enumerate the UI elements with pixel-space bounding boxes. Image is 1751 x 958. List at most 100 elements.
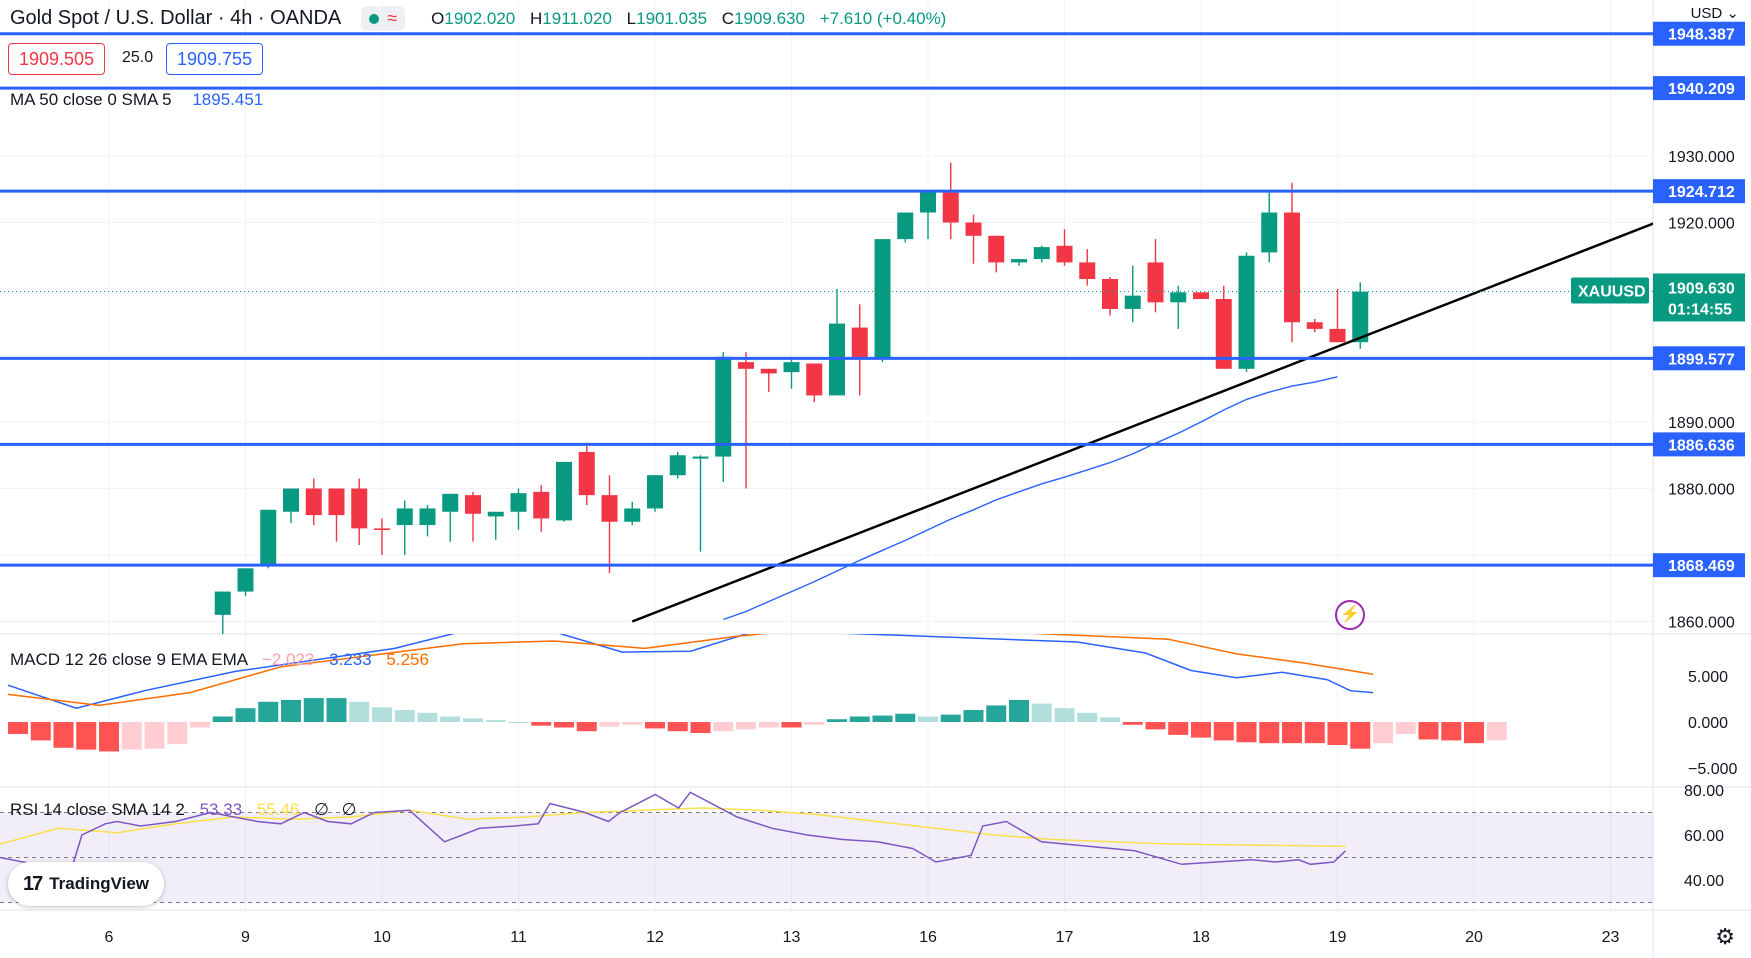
candle <box>738 352 754 489</box>
macd-histogram-bar <box>986 705 1007 722</box>
macd-histogram-bar <box>576 722 597 732</box>
candle <box>806 363 823 403</box>
rsi-legend[interactable]: RSI 14 close SMA 14 2 53.33 55.46 ∅ ∅ <box>10 800 356 820</box>
time-axis-tick-label: 23 <box>1602 929 1620 946</box>
macd-histogram-bar <box>1122 722 1143 725</box>
gear-icon[interactable]: ⚙ <box>1715 924 1735 949</box>
candle <box>692 455 709 552</box>
time-axis-tick-label: 11 <box>510 929 527 946</box>
candle <box>783 358 800 389</box>
time-axis-tick-label: 9 <box>241 929 250 946</box>
rsi-sma-line <box>0 807 1346 848</box>
macd-histogram-bar <box>1236 722 1257 743</box>
macd-histogram-bar <box>30 722 51 741</box>
macd-histogram-bar <box>121 722 142 750</box>
time-axis-tick-label: 13 <box>783 929 801 946</box>
symbol-title[interactable]: Gold Spot / U.S. Dollar · 4h · OANDA <box>10 7 342 29</box>
candle <box>920 191 936 240</box>
flash-alert-icon[interactable]: ⚡ <box>1335 600 1365 630</box>
macd-histogram-bar <box>372 707 392 722</box>
candle <box>1147 239 1164 313</box>
ma-legend-value: 1895.451 <box>192 90 264 109</box>
candle-body <box>1329 328 1346 343</box>
buy-price-button[interactable]: 1909.755 <box>166 43 264 75</box>
candle-body <box>374 528 390 530</box>
candle <box>510 488 527 530</box>
macd-legend[interactable]: MACD 12 26 close 9 EMA EMA −2.023 3.233 … <box>10 650 429 670</box>
logo-text: TradingView <box>49 874 150 893</box>
macd-histogram-bar <box>1213 722 1234 741</box>
macd-histogram-bar <box>963 710 984 722</box>
status-indicators[interactable]: ≈ <box>361 6 406 31</box>
ohlc-low: 1901.035 <box>636 8 708 28</box>
candle-body <box>669 455 686 476</box>
macd-pane <box>7 634 1507 752</box>
tradingview-logo[interactable]: 17 TradingView <box>8 862 164 906</box>
currency-selector[interactable]: USD ⌄ <box>1691 4 1739 22</box>
sell-price-button[interactable]: 1909.505 <box>8 43 106 75</box>
macd-histogram-bar <box>758 722 779 728</box>
macd-histogram-bar <box>1054 708 1075 722</box>
rsi-legend-extra-1: ∅ <box>314 800 329 819</box>
tradingview-mark-icon: 17 <box>22 872 43 895</box>
candle <box>1124 265 1141 323</box>
candle <box>305 478 322 526</box>
candle <box>965 214 982 264</box>
macd-histogram-bar <box>849 716 870 722</box>
price-axis-tick-label: 1930.000 <box>1668 149 1735 166</box>
level-price-label: 1948.387 <box>1668 27 1735 44</box>
macd-histogram-bar <box>827 719 847 722</box>
rsi-axis-tick-label: 40.00 <box>1684 873 1724 890</box>
macd-histogram-bar <box>144 722 165 749</box>
ma-legend-label: MA 50 close 0 SMA 5 <box>10 90 172 109</box>
ma-legend[interactable]: MA 50 close 0 SMA 5 1895.451 <box>10 90 263 110</box>
macd-histogram-bar <box>1441 722 1462 741</box>
ohlc-close: 1909.630 <box>734 8 805 28</box>
candle <box>1193 292 1209 299</box>
candle-body <box>897 212 914 240</box>
candle <box>533 485 550 532</box>
ohlc-high-label: H <box>530 8 543 28</box>
candle-body <box>328 488 345 516</box>
candle <box>1056 229 1073 266</box>
macd-legend-hist: −2.023 <box>261 650 315 669</box>
candle <box>1238 252 1255 373</box>
candle-body <box>1033 247 1050 260</box>
time-axis-tick-label: 6 <box>105 929 114 946</box>
candle-body <box>1079 262 1096 280</box>
macd-histogram-bar <box>485 720 506 722</box>
ohlc-low-label: L <box>626 8 637 28</box>
candle <box>260 509 277 569</box>
ohlc-close-label: C <box>721 8 735 28</box>
macd-histogram-bar <box>1168 722 1189 735</box>
candle-body <box>942 192 959 223</box>
candle-body <box>1352 291 1369 343</box>
candle-body <box>806 363 823 396</box>
data-delay-icon: ≈ <box>387 8 398 28</box>
macd-histogram-bar <box>622 722 643 725</box>
macd-histogram-bar <box>1031 703 1052 722</box>
ohlc-high: 1911.020 <box>542 8 612 28</box>
level-price-tag <box>1653 179 1745 204</box>
rsi-axis-tick-label: 80.00 <box>1684 783 1724 800</box>
candle-body <box>419 508 436 526</box>
symbol-tag <box>1571 277 1649 304</box>
candle-body <box>692 456 709 459</box>
candle-body <box>1306 322 1323 329</box>
candle-body <box>1193 292 1209 299</box>
macd-histogram-bar <box>918 716 938 722</box>
candle-body <box>510 493 527 512</box>
candle-body <box>647 475 663 509</box>
macd-legend-label: MACD 12 26 close 9 EMA EMA <box>10 650 248 669</box>
macd-legend-signal: 5.256 <box>386 650 429 669</box>
bar-countdown-label: 01:14:55 <box>1668 301 1732 318</box>
time-axis-tick-label: 18 <box>1192 929 1210 946</box>
time-axis-tick-label: 10 <box>373 929 391 946</box>
candle-body <box>1170 292 1187 303</box>
candle-body <box>487 511 504 517</box>
macd-histogram-bar <box>690 722 711 734</box>
candle-body <box>396 508 413 526</box>
candle-body <box>260 509 277 567</box>
macd-histogram-bar <box>781 722 802 728</box>
